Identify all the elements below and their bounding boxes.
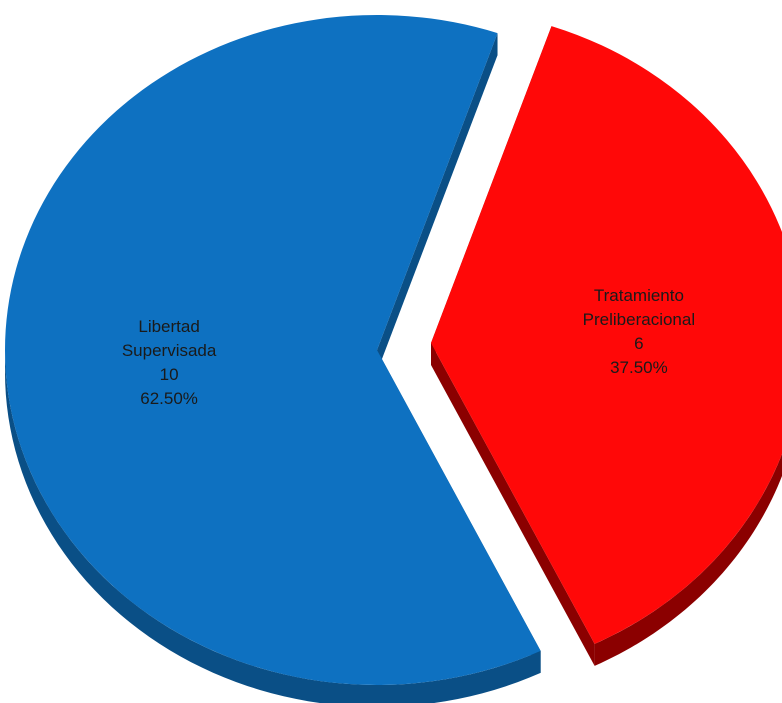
slice-label-line: Supervisada	[122, 341, 217, 360]
pie-slice-libertad-supervisada	[5, 15, 541, 703]
slice-value-label: 10	[160, 365, 179, 384]
pie-slice-top	[431, 26, 782, 644]
pie-slice-side-face	[431, 343, 595, 666]
slice-percent-label: 37.50%	[610, 358, 668, 377]
slice-label-line: Preliberacional	[583, 310, 695, 329]
pie-slice-wall	[594, 453, 782, 666]
pie-slice-side-face	[377, 33, 498, 373]
slice-label-line: Libertad	[138, 317, 199, 336]
pie-slice-wall	[5, 350, 541, 703]
pie-slice-top	[5, 15, 541, 686]
slice-percent-label: 62.50%	[140, 389, 198, 408]
slice-label-line: Tratamiento	[594, 286, 684, 305]
slice-value-label: 6	[634, 334, 643, 353]
pie-slice-tratamiento-preliberacional	[431, 26, 782, 666]
